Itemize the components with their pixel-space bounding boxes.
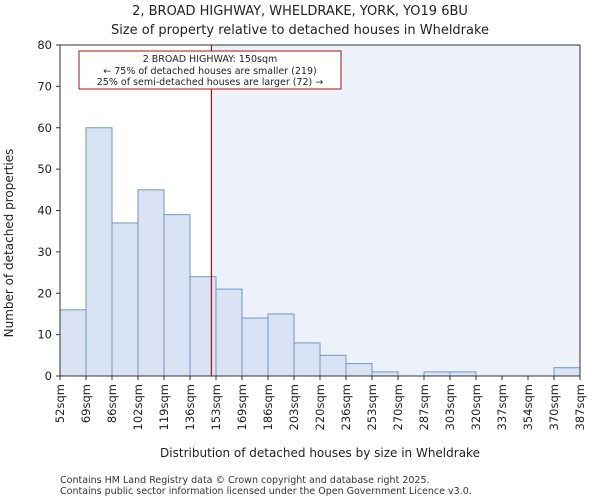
x-ticks: 52sqm 69sqm 86sqm 102sqm 119sqm 136sqm 153sqm 1… [53, 376, 587, 430]
x-tick-label-387sqm: 387sqm [573, 384, 587, 430]
y-tick-label-30: 30 [37, 245, 52, 259]
y-tick-label-10: 10 [37, 328, 52, 342]
bar-220sqm [319, 354, 347, 377]
y-tick-label-0: 0 [45, 369, 52, 383]
footer-line-2: Contains public sector information licen… [60, 486, 472, 497]
y-ticks: 0 10 20 30 40 50 60 70 80 [37, 38, 60, 383]
bars-layer [59, 127, 581, 377]
x-tick-label-102sqm: 102sqm [131, 384, 145, 430]
annotation-line-1: 2 BROAD HIGHWAY: 150sqm [143, 54, 278, 65]
chart-title: 2, BROAD HIGHWAY, WHELDRAKE, YORK, YO19 … [132, 4, 468, 19]
y-tick-label-20: 20 [37, 286, 52, 300]
bar-86sqm [111, 222, 139, 377]
x-tick-label-337sqm: 337sqm [495, 384, 509, 430]
x-tick-label-370sqm: 370sqm [547, 384, 561, 430]
x-tick-label-287sqm: 287sqm [417, 384, 431, 430]
x-tick-label-220sqm: 220sqm [313, 384, 327, 430]
bar-136sqm [189, 276, 217, 377]
chart-subtitle: Size of property relative to detached ho… [111, 23, 489, 38]
x-tick-label-253sqm: 253sqm [365, 384, 379, 430]
bar-287sqm [423, 371, 451, 377]
bar-303sqm [449, 371, 477, 377]
bar-253sqm [371, 371, 399, 377]
x-tick-label-52sqm: 52sqm [53, 384, 67, 423]
annotation-frame [78, 50, 342, 90]
bar-370sqm [553, 367, 581, 377]
bar-102sqm [137, 189, 165, 377]
x-tick-label-354sqm: 354sqm [521, 384, 535, 430]
bar-119sqm [163, 214, 191, 377]
y-axis-label: Number of detached properties [2, 149, 16, 338]
x-tick-label-186sqm: 186sqm [261, 384, 275, 430]
x-tick-label-303sqm: 303sqm [443, 384, 457, 430]
y-tick-label-70: 70 [37, 79, 52, 93]
y-tick-label-60: 60 [37, 121, 52, 135]
bar-52sqm [59, 309, 87, 377]
bar-153sqm [215, 288, 243, 377]
x-tick-label-270sqm: 270sqm [391, 384, 405, 430]
x-tick-label-320sqm: 320sqm [469, 384, 483, 430]
y-tick-label-40: 40 [37, 204, 52, 218]
footer-line-1: Contains HM Land Registry data © Crown c… [60, 475, 430, 486]
bar-203sqm [293, 342, 321, 377]
y-tick-label-80: 80 [37, 38, 52, 52]
x-tick-label-119sqm: 119sqm [157, 384, 171, 430]
annotation-line-2: ← 75% of detached houses are smaller (21… [103, 66, 316, 77]
bar-69sqm [85, 127, 113, 377]
x-tick-label-203sqm: 203sqm [287, 384, 301, 430]
y-tick-label-50: 50 [37, 162, 52, 176]
x-tick-label-153sqm: 153sqm [209, 384, 223, 430]
x-tick-label-86sqm: 86sqm [105, 384, 119, 423]
x-axis-label: Distribution of detached houses by size … [160, 446, 480, 460]
x-tick-label-236sqm: 236sqm [339, 384, 353, 430]
x-tick-label-69sqm: 69sqm [79, 384, 93, 423]
bar-236sqm [345, 363, 373, 377]
annotation-line-3: 25% of semi-detached houses are larger (… [97, 77, 324, 88]
bar-186sqm [267, 313, 295, 377]
bar-169sqm [241, 317, 269, 377]
x-tick-label-169sqm: 169sqm [235, 384, 249, 430]
x-tick-label-136sqm: 136sqm [183, 384, 197, 430]
annotation-box: 2 BROAD HIGHWAY: 150sqm ← 75% of detache… [78, 50, 342, 90]
